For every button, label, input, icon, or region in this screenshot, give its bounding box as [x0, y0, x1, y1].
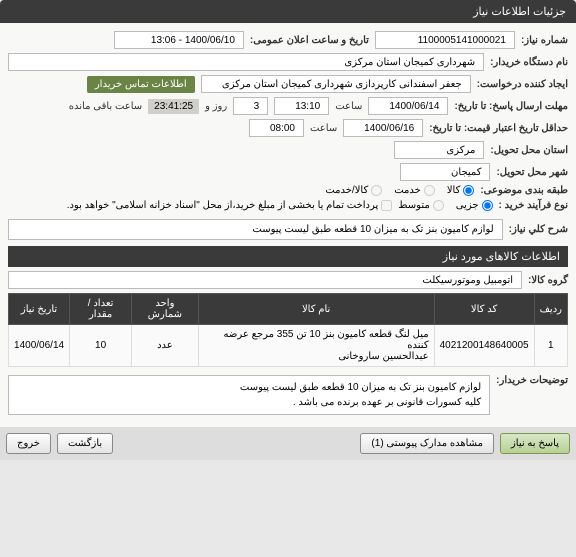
back-button[interactable]: بازگشت: [57, 433, 113, 454]
exit-button[interactable]: خروج: [6, 433, 51, 454]
cat-goods-input[interactable]: [463, 185, 474, 196]
col-name: نام کالا: [198, 294, 434, 325]
deadline-label: مهلت ارسال پاسخ: تا تاریخ:: [454, 101, 568, 112]
time-label-1: ساعت: [335, 101, 362, 112]
buyer-notes-l2: کلیه کسورات قانونی بر عهده برنده می باشد…: [17, 395, 481, 410]
time-label-2: ساعت: [310, 123, 337, 134]
announce-date-value: 1400/06/10 - 13:06: [114, 31, 244, 49]
min-valid-time-value: 08:00: [249, 119, 304, 137]
col-qty: تعداد / مقدار: [70, 294, 132, 325]
cell-name-l2: عبدالحسین ساروخانی: [204, 351, 429, 362]
cat-goods-service-input: [371, 185, 382, 196]
proc-small-radio[interactable]: جزیی: [456, 200, 493, 211]
payment-check[interactable]: پرداخت تمام یا بخشی از مبلغ خرید،از محل …: [67, 200, 393, 211]
cat-goods-text: کالا: [447, 185, 461, 196]
cell-name-l1: میل لنگ قطعه کامیون بنز 10 تن 355 مرجع ع…: [204, 329, 429, 351]
min-valid-date-value: 1400/06/16: [343, 119, 423, 137]
deadline-date-value: 1400/06/14: [368, 97, 448, 115]
category-radio-group: کالا خدمت کالا/خدمت: [325, 185, 474, 196]
cell-row: 1: [534, 325, 567, 367]
attachments-button[interactable]: مشاهده مدارک پیوستی (1): [360, 433, 494, 454]
col-code: کد کالا: [434, 294, 534, 325]
cat-service-radio[interactable]: خدمت: [394, 185, 435, 196]
process-radio-group: جزیی متوسط: [398, 200, 492, 211]
day-label: روز و: [205, 101, 227, 112]
cat-goods-service-radio[interactable]: کالا/خدمت: [325, 185, 382, 196]
category-label: طبقه بندی موضوعی:: [480, 185, 568, 196]
proc-medium-text: متوسط: [398, 200, 429, 211]
general-desc-label: شرح کلي نیاز:: [509, 224, 568, 235]
payment-note-text: پرداخت تمام یا بخشی از مبلغ خرید،از محل …: [67, 200, 379, 211]
proc-medium-radio[interactable]: متوسط: [398, 200, 443, 211]
payment-checkbox: [381, 200, 392, 211]
city-label: شهر محل تحویل:: [496, 167, 568, 178]
proc-medium-input: [433, 200, 444, 211]
remain-time-value: 23:41:25: [148, 99, 199, 114]
goods-section-header: اطلاعات کالاهای مورد نیاز: [8, 246, 568, 267]
cell-name: میل لنگ قطعه کامیون بنز 10 تن 355 مرجع ع…: [198, 325, 434, 367]
group-label: گروه کالا:: [528, 275, 568, 286]
col-date: تاریخ نیاز: [9, 294, 70, 325]
proc-small-input[interactable]: [482, 200, 493, 211]
creator-label: ایجاد کننده درخواست:: [477, 79, 568, 90]
deadline-time-value: 13:10: [274, 97, 329, 115]
footer-bar: پاسخ به نیاز مشاهده مدارک پیوستی (1) باز…: [0, 427, 576, 460]
process-label: نوع فرآیند خرید :: [499, 200, 568, 211]
buyer-org-value: شهرداری کمیجان استان مرکزی: [8, 53, 484, 71]
min-valid-label: حداقل تاریخ اعتبار قیمت: تا تاریخ:: [429, 123, 568, 134]
days-value: 3: [233, 97, 268, 115]
table-header-row: ردیف کد کالا نام کالا واحد شمارش تعداد /…: [9, 294, 568, 325]
creator-value: جعفر اسفندانی کارپردازی شهرداری کمیجان ا…: [201, 75, 471, 93]
table-row: 1 4021200148640005 میل لنگ قطعه کامیون ب…: [9, 325, 568, 367]
cat-goods-service-text: کالا/خدمت: [325, 185, 368, 196]
announce-date-label: تاریخ و ساعت اعلان عمومی:: [250, 35, 369, 46]
cat-goods-radio[interactable]: کالا: [447, 185, 475, 196]
group-value: اتومبیل وموتورسیکلت: [8, 271, 522, 289]
province-label: استان محل تحویل:: [490, 145, 568, 156]
province-value: مرکزی: [394, 141, 484, 159]
general-desc-value: لوازم کامیون بنز تک به میزان 10 قطعه طبق…: [8, 219, 503, 240]
col-row: ردیف: [534, 294, 567, 325]
col-unit: واحد شمارش: [132, 294, 199, 325]
buyer-notes-value: لوازم کامیون بنز تک به میزان 10 قطعه طبق…: [8, 375, 490, 415]
items-table: ردیف کد کالا نام کالا واحد شمارش تعداد /…: [8, 293, 568, 367]
cat-service-input: [424, 185, 435, 196]
cell-code: 4021200148640005: [434, 325, 534, 367]
cell-unit: عدد: [132, 325, 199, 367]
panel-title: جزئیات اطلاعات نیاز: [0, 0, 576, 23]
buyer-notes-l1: لوازم کامیون بنز تک به میزان 10 قطعه طبق…: [17, 380, 481, 395]
proc-small-text: جزیی: [456, 200, 479, 211]
need-no-label: شماره نیاز:: [521, 35, 568, 46]
need-no-value: 1100005141000021: [375, 31, 515, 49]
reply-button[interactable]: پاسخ به نیاز: [500, 433, 570, 454]
contact-info-button[interactable]: اطلاعات تماس خریدار: [87, 76, 195, 93]
city-value: کمیجان: [400, 163, 490, 181]
remain-label: ساعت باقی مانده: [69, 101, 142, 112]
buyer-notes-label: توضیحات خریدار:: [496, 375, 568, 386]
cell-date: 1400/06/14: [9, 325, 70, 367]
cell-qty: 10: [70, 325, 132, 367]
cat-service-text: خدمت: [394, 185, 421, 196]
buyer-org-label: نام دستگاه خریدار:: [490, 57, 568, 68]
panel-body: شماره نیاز: 1100005141000021 تاریخ و ساع…: [0, 23, 576, 427]
